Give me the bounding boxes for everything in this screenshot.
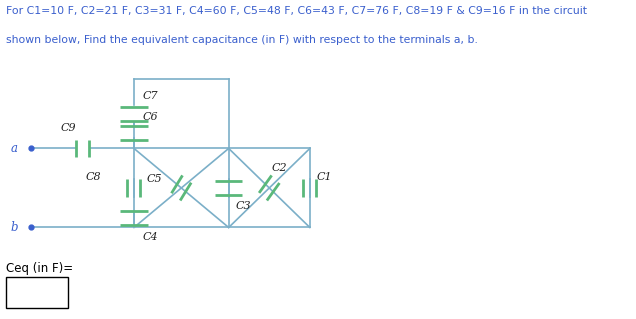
Text: C2: C2 bbox=[272, 163, 287, 173]
Text: Ceq (in F)=: Ceq (in F)= bbox=[6, 262, 73, 275]
Text: C5: C5 bbox=[146, 174, 162, 184]
Text: C3: C3 bbox=[235, 201, 251, 211]
Text: b: b bbox=[10, 221, 18, 234]
Text: C8: C8 bbox=[85, 172, 101, 182]
Text: a: a bbox=[11, 142, 18, 155]
Text: C7: C7 bbox=[142, 92, 158, 101]
Bar bbox=[6, 277, 68, 308]
Text: C4: C4 bbox=[142, 232, 158, 242]
Text: C6: C6 bbox=[142, 112, 158, 122]
Text: shown below, Find the equivalent capacitance (in F) with respect to the terminal: shown below, Find the equivalent capacit… bbox=[6, 34, 478, 45]
Text: C9: C9 bbox=[61, 123, 76, 133]
Text: For C1=10 F, C2=21 F, C3=31 F, C4=60 F, C5=48 F, C6=43 F, C7=76 F, C8=19 F & C9=: For C1=10 F, C2=21 F, C3=31 F, C4=60 F, … bbox=[6, 6, 587, 16]
Text: C1: C1 bbox=[316, 172, 332, 182]
